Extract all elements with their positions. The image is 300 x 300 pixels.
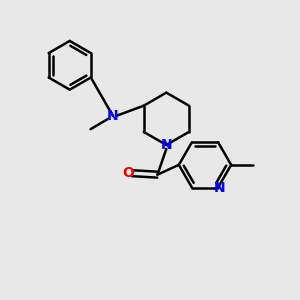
Text: N: N: [214, 181, 225, 194]
Text: O: O: [122, 166, 134, 180]
Text: N: N: [160, 138, 172, 152]
Text: N: N: [107, 109, 119, 123]
